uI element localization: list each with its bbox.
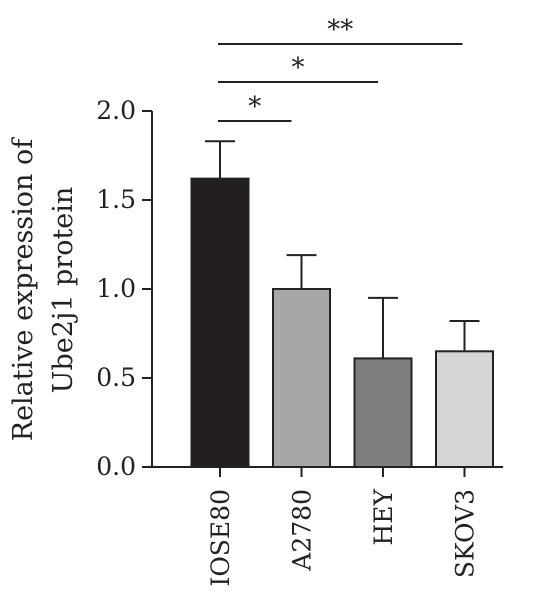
bar-iose80 xyxy=(190,177,250,468)
bar-a2780 xyxy=(272,288,331,468)
bar-skov3 xyxy=(435,350,494,468)
y-tick-label: 1.5 xyxy=(96,185,136,214)
y-tick-label: 0.0 xyxy=(96,452,136,481)
significance-label: * xyxy=(292,53,305,83)
y-axis-label: Relative expression of Ube2j1 protein xyxy=(8,137,79,442)
bar-hey xyxy=(353,357,413,469)
y-tick-label: 1.0 xyxy=(96,274,136,303)
y-tick-label: 2.0 xyxy=(96,96,136,125)
x-tick-label-hey: HEY xyxy=(369,489,398,546)
y-axis-label-line-1: Relative expression of xyxy=(8,137,39,442)
y-tick-label: 0.5 xyxy=(96,363,136,392)
significance-label: * xyxy=(248,92,261,122)
x-tick-label-iose80: IOSE80 xyxy=(206,489,235,587)
y-axis-label-line-2: Ube2j1 protein xyxy=(48,187,79,394)
x-tick-label-skov3: SKOV3 xyxy=(451,489,480,578)
x-tick-label-a2780: A2780 xyxy=(288,489,317,572)
significance-label: ** xyxy=(327,15,353,45)
